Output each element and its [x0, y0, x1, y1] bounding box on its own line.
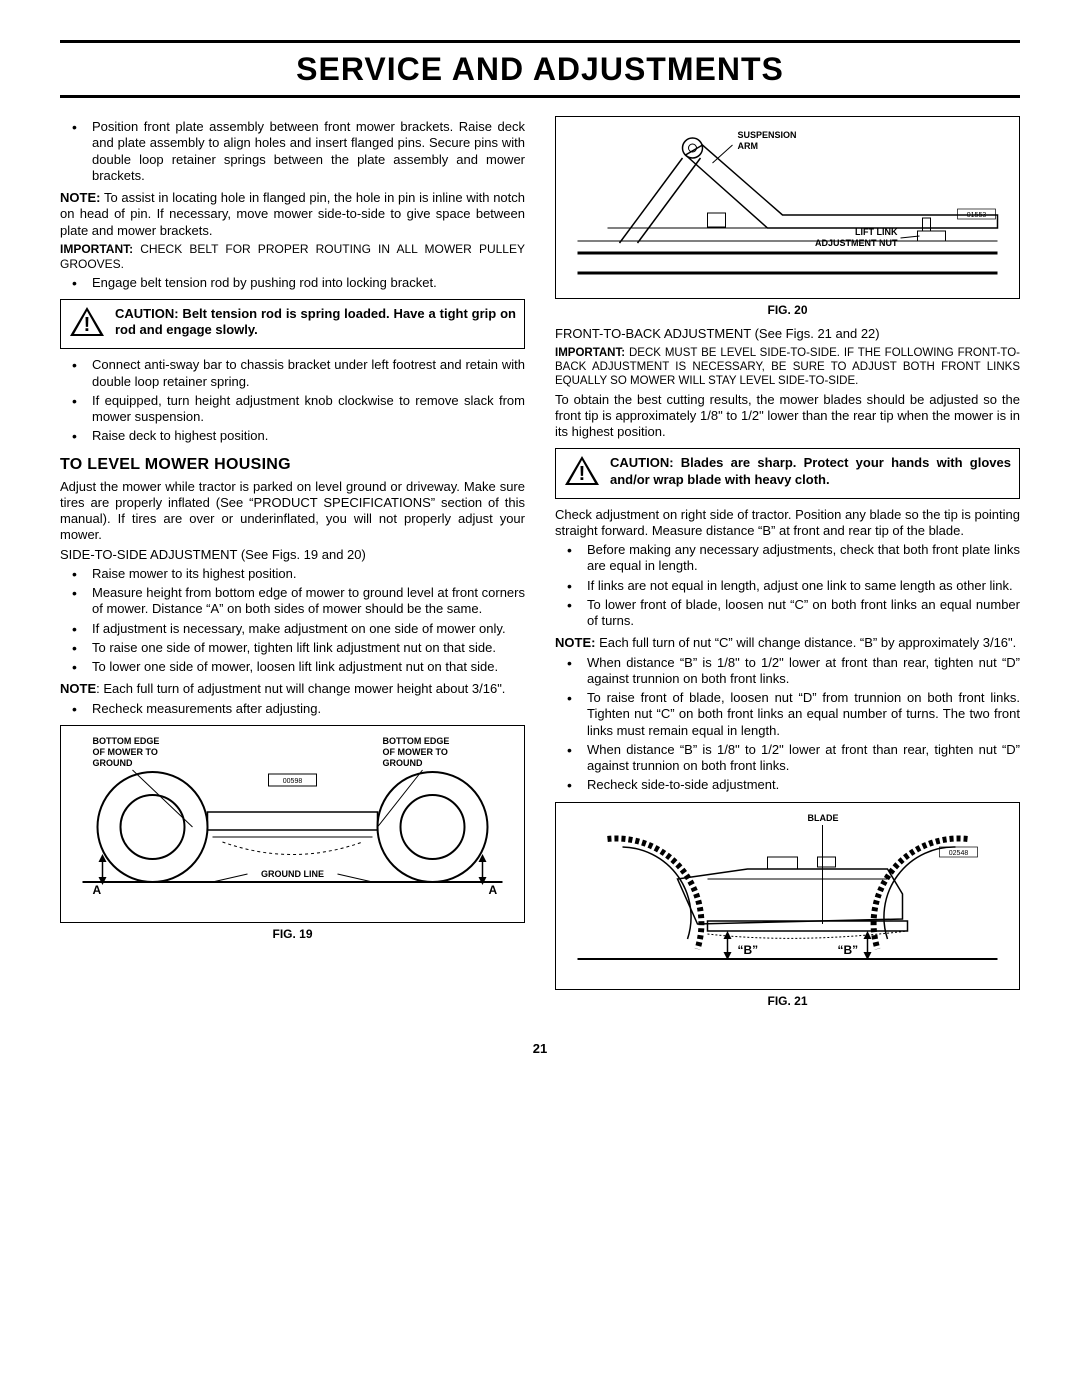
bullet-item: If equipped, turn height adjustment knob…: [60, 393, 525, 426]
body-paragraph: FRONT-TO-BACK ADJUSTMENT (See Figs. 21 a…: [555, 326, 1020, 342]
svg-text:“B”: “B”: [838, 943, 859, 957]
bullet-item: When distance “B” is 1/8" to 1/2" lower …: [555, 655, 1020, 688]
columns: Position front plate assembly between fr…: [60, 116, 1020, 1017]
caution-text: CAUTION: Belt tension rod is spring load…: [115, 306, 516, 339]
svg-text:LIFT LINK: LIFT LINK: [855, 227, 898, 237]
svg-text:OF MOWER TO: OF MOWER TO: [383, 747, 448, 757]
figure-20-svg: SUSPENSION ARM 01553: [562, 123, 1013, 288]
note-body: : Each full turn of adjustment nut will …: [96, 681, 505, 696]
bullet-item: When distance “B” is 1/8" to 1/2" lower …: [555, 742, 1020, 775]
svg-text:A: A: [93, 883, 102, 897]
bullet-item: To raise one side of mower, tighten lift…: [60, 640, 525, 656]
svg-text:BOTTOM EDGE: BOTTOM EDGE: [93, 736, 160, 746]
bullet-item: Before making any necessary adjustments,…: [555, 542, 1020, 575]
bullet-item: Recheck side-to-side adjustment.: [555, 777, 1020, 793]
svg-text:OF MOWER TO: OF MOWER TO: [93, 747, 158, 757]
important-paragraph: IMPORTANT: DECK MUST BE LEVEL SIDE-TO-SI…: [555, 346, 1020, 389]
figure-21-label: FIG. 21: [555, 994, 1020, 1009]
page-title: SERVICE AND ADJUSTMENTS: [60, 49, 1020, 89]
figure-21-svg: BLADE 02548: [562, 809, 1013, 979]
svg-text:BLADE: BLADE: [808, 813, 839, 823]
figure-19-box: BOTTOM EDGE OF MOWER TO GROUND BOTTOM ED…: [60, 725, 525, 923]
page-number: 21: [60, 1041, 1020, 1057]
note-paragraph: NOTE: Each full turn of nut “C” will cha…: [555, 635, 1020, 651]
svg-text:02548: 02548: [949, 850, 969, 857]
caution-box: ! CAUTION: Belt tension rod is spring lo…: [60, 299, 525, 349]
figure-20-box: SUSPENSION ARM 01553: [555, 116, 1020, 299]
caution-text: CAUTION: Blades are sharp. Protect your …: [610, 455, 1011, 488]
note-lead: NOTE: [60, 681, 96, 696]
note-paragraph: NOTE: To assist in locating hole in flan…: [60, 190, 525, 239]
warning-icon: !: [564, 455, 600, 491]
bullet-item: Engage belt tension rod by pushing rod i…: [60, 275, 525, 291]
svg-text:BOTTOM EDGE: BOTTOM EDGE: [383, 736, 450, 746]
svg-text:A: A: [489, 883, 498, 897]
bottom-rule: [60, 95, 1020, 98]
figure-19-svg: BOTTOM EDGE OF MOWER TO GROUND BOTTOM ED…: [67, 732, 518, 912]
bullet-item: Raise mower to its highest position.: [60, 566, 525, 582]
body-paragraph: Check adjustment on right side of tracto…: [555, 507, 1020, 540]
important-lead: IMPORTANT:: [555, 347, 625, 359]
note-lead: NOTE:: [60, 190, 100, 205]
note-lead: NOTE:: [555, 635, 595, 650]
svg-text:GROUND: GROUND: [383, 758, 423, 768]
svg-text:ADJUSTMENT NUT: ADJUSTMENT NUT: [815, 238, 898, 248]
warning-icon: !: [69, 306, 105, 342]
bullet-item: Recheck measurements after adjusting.: [60, 701, 525, 717]
svg-text:!: !: [84, 314, 91, 336]
bullet-item: If adjustment is necessary, make adjustm…: [60, 621, 525, 637]
left-column: Position front plate assembly between fr…: [60, 116, 525, 1017]
figure-19-label: FIG. 19: [60, 927, 525, 942]
note-paragraph: NOTE: Each full turn of adjustment nut w…: [60, 681, 525, 697]
body-paragraph: To obtain the best cutting results, the …: [555, 392, 1020, 441]
bullet-item: Position front plate assembly between fr…: [60, 119, 525, 184]
svg-text:ARM: ARM: [738, 141, 759, 151]
bullet-item: If links are not equal in length, adjust…: [555, 578, 1020, 594]
svg-text:GROUND: GROUND: [93, 758, 133, 768]
section-heading: TO LEVEL MOWER HOUSING: [60, 455, 525, 475]
svg-text:!: !: [579, 463, 586, 485]
top-rule: [60, 40, 1020, 43]
body-paragraph: SIDE-TO-SIDE ADJUSTMENT (See Figs. 19 an…: [60, 547, 525, 563]
bullet-item: To raise front of blade, loosen nut “D” …: [555, 690, 1020, 739]
svg-text:GROUND LINE: GROUND LINE: [261, 869, 324, 879]
important-paragraph: IMPORTANT: CHECK BELT FOR PROPER ROUTING…: [60, 242, 525, 272]
bullet-item: To lower one side of mower, loosen lift …: [60, 659, 525, 675]
important-lead: IMPORTANT:: [60, 242, 133, 256]
note-body: To assist in locating hole in flanged pi…: [60, 190, 525, 238]
bullet-item: Raise deck to highest position.: [60, 428, 525, 444]
svg-text:SUSPENSION: SUSPENSION: [738, 130, 797, 140]
svg-text:“B”: “B”: [738, 943, 759, 957]
figure-20-label: FIG. 20: [555, 303, 1020, 318]
right-column: SUSPENSION ARM 01553: [555, 116, 1020, 1017]
svg-text:01553: 01553: [967, 212, 987, 219]
bullet-item: Measure height from bottom edge of mower…: [60, 585, 525, 618]
bullet-item: Connect anti-sway bar to chassis bracket…: [60, 357, 525, 390]
figure-21-box: BLADE 02548: [555, 802, 1020, 990]
note-body: Each full turn of nut “C” will change di…: [595, 635, 1016, 650]
bullet-item: To lower front of blade, loosen nut “C” …: [555, 597, 1020, 630]
caution-box: ! CAUTION: Blades are sharp. Protect you…: [555, 448, 1020, 498]
body-paragraph: Adjust the mower while tractor is parked…: [60, 479, 525, 544]
svg-text:00598: 00598: [283, 778, 303, 785]
important-body: DECK MUST BE LEVEL SIDE-TO-SIDE. IF THE …: [555, 347, 1020, 388]
